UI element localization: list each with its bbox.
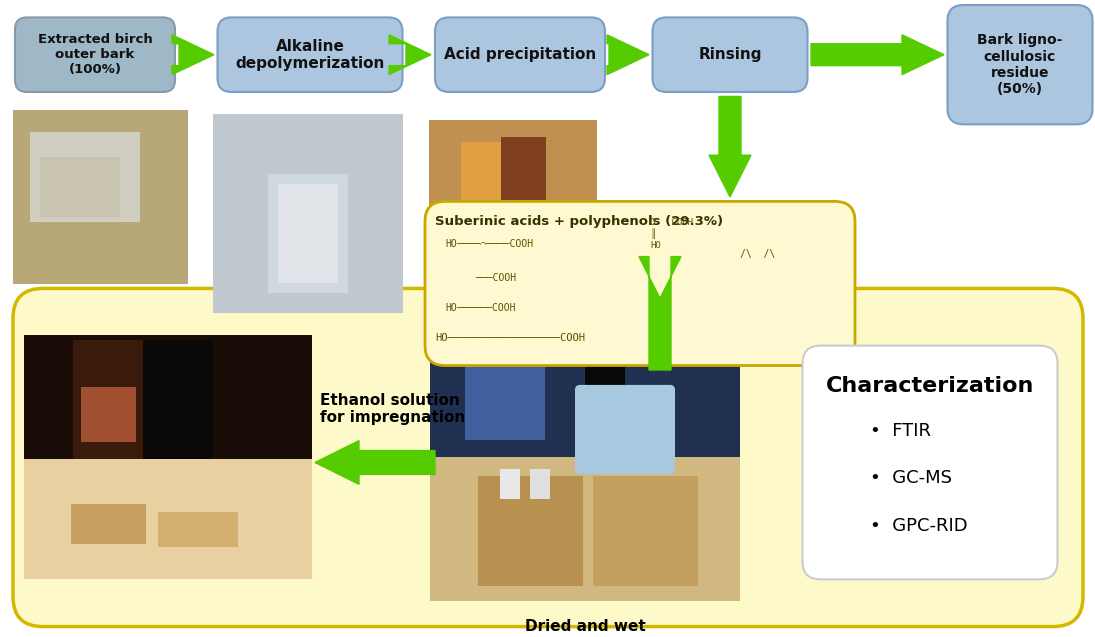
Text: /\  /\: /\ /\	[740, 248, 775, 259]
FancyBboxPatch shape	[218, 17, 403, 92]
FancyBboxPatch shape	[530, 469, 550, 499]
FancyBboxPatch shape	[429, 120, 597, 274]
FancyBboxPatch shape	[575, 385, 675, 475]
Text: Ethanol solution
for impregnation: Ethanol solution for impregnation	[320, 393, 465, 426]
FancyBboxPatch shape	[477, 476, 583, 586]
FancyBboxPatch shape	[268, 174, 348, 294]
FancyBboxPatch shape	[158, 512, 238, 547]
Polygon shape	[607, 35, 649, 75]
FancyBboxPatch shape	[30, 132, 140, 222]
Text: O   COOH
║
HO: O COOH ║ HO	[650, 218, 693, 250]
Text: HO──────────────────COOH: HO──────────────────COOH	[435, 333, 585, 343]
FancyBboxPatch shape	[13, 289, 1083, 627]
Text: Dried and wet: Dried and wet	[525, 619, 645, 634]
Text: •  FTIR: • FTIR	[871, 422, 931, 440]
Text: HO────⌒────COOH: HO────⌒────COOH	[445, 239, 533, 248]
FancyBboxPatch shape	[592, 476, 698, 586]
FancyBboxPatch shape	[430, 457, 740, 601]
FancyBboxPatch shape	[435, 17, 606, 92]
FancyBboxPatch shape	[24, 459, 312, 579]
Polygon shape	[315, 441, 435, 484]
FancyBboxPatch shape	[214, 115, 403, 313]
Text: ───COOH: ───COOH	[475, 273, 516, 283]
Polygon shape	[708, 96, 751, 197]
FancyBboxPatch shape	[73, 340, 143, 459]
Text: •  GC-MS: • GC-MS	[871, 469, 952, 487]
Text: Extracted birch
outer bark
(100%): Extracted birch outer bark (100%)	[37, 33, 152, 76]
FancyBboxPatch shape	[143, 340, 214, 459]
FancyBboxPatch shape	[500, 469, 520, 499]
FancyBboxPatch shape	[70, 505, 146, 544]
Text: Suberinic acids + polyphenols (29.3%): Suberinic acids + polyphenols (29.3%)	[435, 215, 723, 228]
Text: Acid precipitation: Acid precipitation	[443, 47, 596, 62]
Polygon shape	[389, 35, 431, 75]
FancyBboxPatch shape	[12, 110, 187, 284]
Polygon shape	[639, 257, 681, 370]
FancyBboxPatch shape	[278, 184, 338, 283]
Text: Bark ligno-
cellulosic
residue
(50%): Bark ligno- cellulosic residue (50%)	[978, 33, 1062, 96]
FancyBboxPatch shape	[41, 157, 120, 217]
FancyBboxPatch shape	[24, 335, 312, 464]
Text: Characterization: Characterization	[826, 376, 1034, 396]
FancyBboxPatch shape	[803, 346, 1058, 579]
FancyBboxPatch shape	[15, 17, 175, 92]
FancyBboxPatch shape	[430, 313, 740, 467]
Text: HO──────COOH: HO──────COOH	[445, 303, 516, 313]
Text: Rinsing: Rinsing	[699, 47, 762, 62]
FancyBboxPatch shape	[465, 360, 545, 440]
FancyBboxPatch shape	[81, 387, 136, 442]
FancyBboxPatch shape	[653, 17, 807, 92]
Polygon shape	[172, 35, 214, 75]
FancyBboxPatch shape	[947, 5, 1093, 124]
Polygon shape	[811, 35, 944, 75]
FancyBboxPatch shape	[500, 137, 545, 257]
FancyBboxPatch shape	[461, 142, 506, 252]
Text: Alkaline
depolymerization: Alkaline depolymerization	[235, 38, 384, 71]
FancyBboxPatch shape	[585, 310, 625, 430]
FancyBboxPatch shape	[425, 201, 855, 366]
Text: •  GPC-RID: • GPC-RID	[871, 517, 968, 535]
